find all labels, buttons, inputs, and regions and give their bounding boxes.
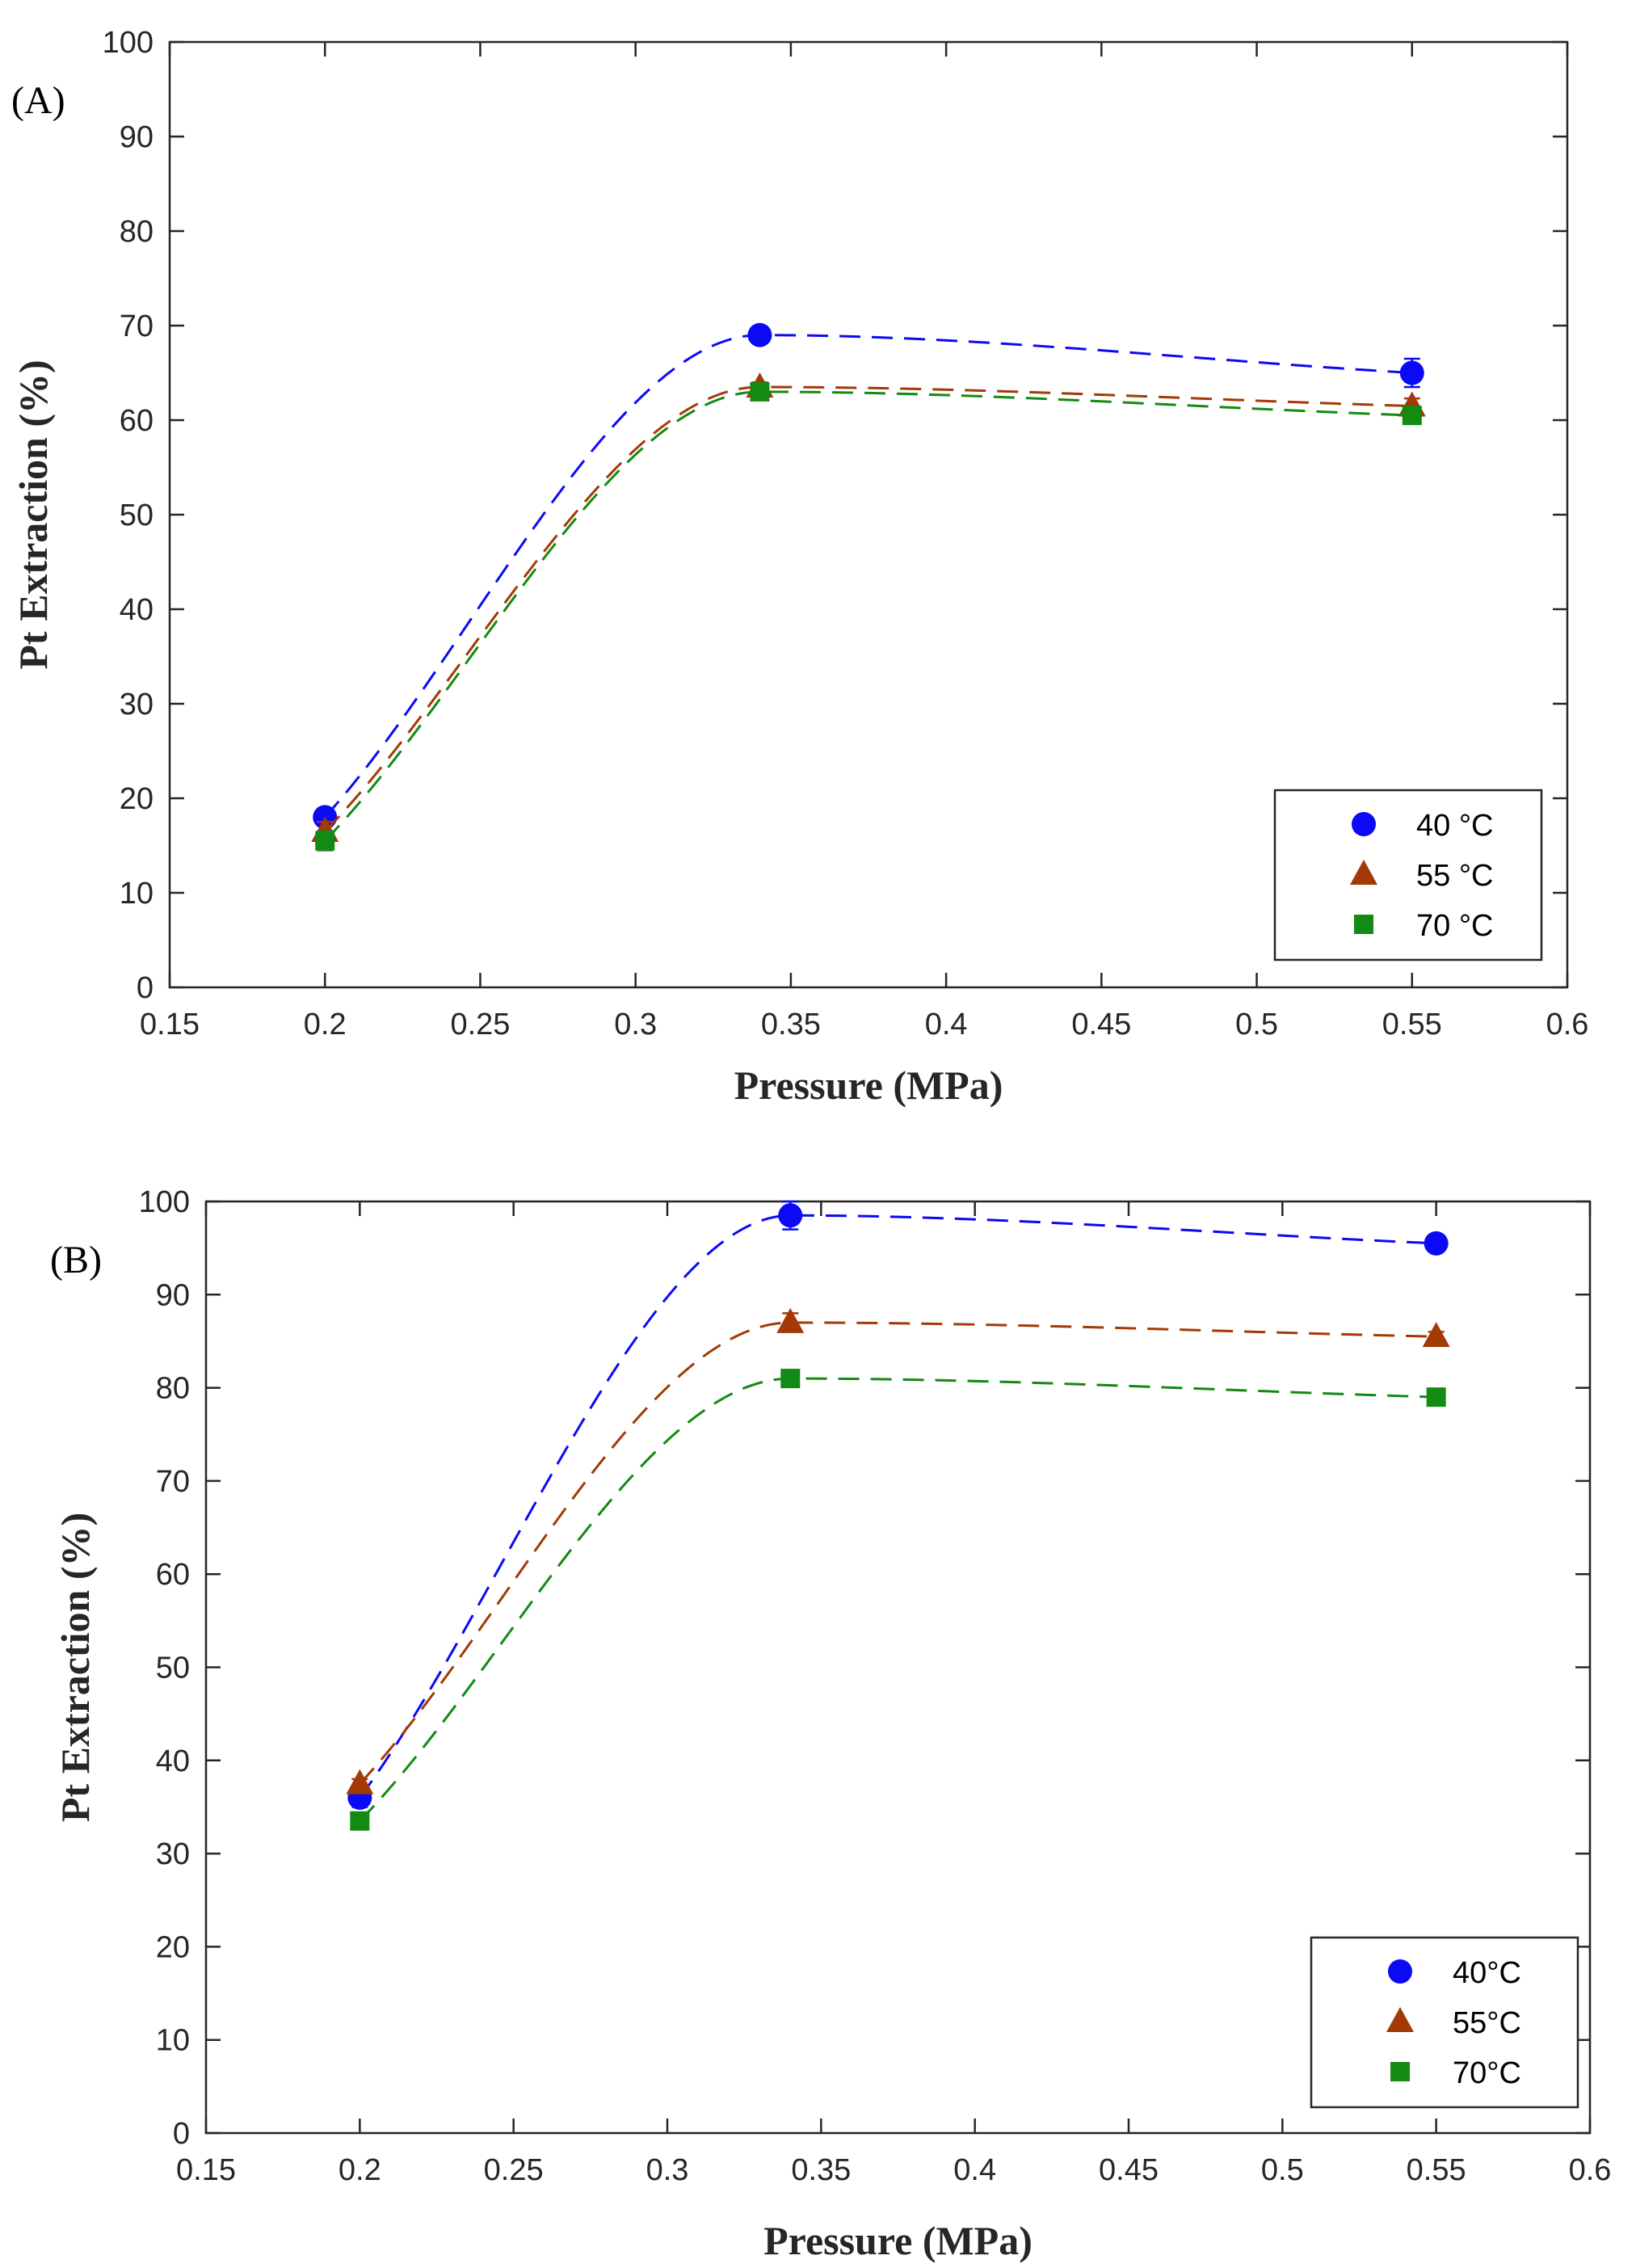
y-tick-label: 90 — [156, 1278, 190, 1312]
x-tick-label: 0.2 — [339, 2153, 381, 2187]
x-axis-label: Pressure (MPa) — [734, 1062, 1003, 1108]
x-tick-label: 0.4 — [925, 1008, 968, 1041]
series-line-1 — [359, 1214, 1436, 1799]
data-point-circle — [747, 322, 772, 347]
data-point-triangle — [346, 1769, 374, 1795]
x-tick-label: 0.5 — [1261, 2153, 1304, 2187]
x-axis-label: Pressure (MPa) — [763, 2218, 1032, 2263]
legend-label: 70 °C — [1416, 909, 1493, 943]
x-tick-label: 0.4 — [953, 2153, 996, 2187]
x-tick-label: 0.35 — [791, 2153, 851, 2187]
data-point-square — [1402, 406, 1422, 426]
y-tick-label: 80 — [120, 215, 154, 249]
x-tick-label: 0.55 — [1407, 2153, 1466, 2187]
y-tick-label: 70 — [156, 1465, 190, 1499]
x-tick-label: 0.25 — [450, 1008, 510, 1041]
x-tick-label: 0.2 — [304, 1008, 347, 1041]
legend-label: 40 °C — [1416, 809, 1493, 843]
legend-box — [1273, 789, 1543, 961]
data-point-circle — [778, 1203, 803, 1228]
legend-marker-triangle — [1350, 860, 1377, 885]
y-tick-label: 10 — [120, 877, 154, 911]
y-tick-label: 70 — [120, 309, 154, 343]
legend-box — [1310, 1936, 1579, 2109]
x-tick-label: 0.3 — [646, 2153, 689, 2187]
x-tick-label: 0.6 — [1546, 1008, 1589, 1041]
y-tick-label: 80 — [156, 1372, 190, 1406]
legend-label: 55°C — [1453, 2006, 1521, 2040]
x-tick-label: 0.25 — [484, 2153, 544, 2187]
y-axis-label: Pt Extraction (%) — [11, 360, 56, 669]
y-tick-label: 50 — [156, 1652, 190, 1685]
x-tick-label: 0.45 — [1099, 2153, 1159, 2187]
y-tick-label: 10 — [156, 2024, 190, 2058]
x-tick-label: 0.35 — [761, 1008, 821, 1041]
x-tick-label: 0.45 — [1071, 1008, 1131, 1041]
data-point-circle — [1399, 360, 1424, 385]
y-tick-label: 60 — [156, 1558, 190, 1592]
legend-marker-circle — [1388, 1959, 1412, 1984]
y-tick-label: 50 — [120, 499, 154, 532]
chart-panel-b: 0.15 0.2 0.25 0.3 0.35 0.4 0.45 0.5 0.55 0.6 0 10 20… — [50, 1185, 1611, 2263]
data-point-square — [315, 831, 335, 851]
x-tick-label: 0.55 — [1382, 1008, 1442, 1041]
data-point-square — [780, 1369, 801, 1389]
y-tick-label: 100 — [139, 1185, 190, 1219]
y-tick-label: 20 — [156, 1930, 190, 1964]
x-tick-label: 0.15 — [140, 1008, 200, 1041]
data-point-circle — [1424, 1231, 1449, 1256]
legend-marker-square — [1354, 915, 1373, 934]
data-point-square — [350, 1811, 370, 1831]
series-line-3 — [324, 390, 1412, 842]
y-tick-label: 0 — [137, 971, 154, 1005]
legend-marker-triangle — [1386, 2007, 1414, 2032]
legend-marker-circle — [1352, 812, 1376, 836]
y-tick-label: 60 — [120, 404, 154, 438]
legend-label: 55 °C — [1416, 859, 1493, 893]
y-tick-label: 30 — [156, 1837, 190, 1871]
data-point-square — [750, 381, 770, 402]
series-line-2 — [359, 1321, 1436, 1785]
legend-label: 70°C — [1453, 2056, 1521, 2090]
y-tick-label: 100 — [103, 26, 154, 60]
data-point-triangle — [776, 1307, 805, 1333]
data-point-triangle — [1422, 1322, 1450, 1348]
legend-marker-square — [1390, 2062, 1410, 2081]
x-tick-label: 0.15 — [176, 2153, 236, 2187]
y-tick-label: 90 — [120, 120, 154, 154]
legend-label: 40°C — [1453, 1956, 1521, 1990]
x-tick-label: 0.3 — [614, 1008, 657, 1041]
panel-label-b: (B) — [50, 1239, 102, 1281]
x-tick-label: 0.6 — [1569, 2153, 1612, 2187]
y-axis-label: Pt Extraction (%) — [53, 1513, 98, 1822]
y-tick-label: 30 — [120, 688, 154, 722]
chart-panel-a: 0.15 0.2 0.25 0.3 0.35 0.4 0.45 0.5 0.55 0.6 0 10 20… — [11, 26, 1588, 1108]
y-tick-label: 40 — [120, 593, 154, 627]
x-tick-label: 0.5 — [1235, 1008, 1278, 1041]
panel-label-a: (A) — [11, 79, 65, 122]
data-point-square — [1426, 1387, 1446, 1408]
y-tick-label: 0 — [173, 2117, 190, 2151]
y-tick-label: 40 — [156, 1744, 190, 1778]
y-tick-label: 20 — [120, 782, 154, 816]
